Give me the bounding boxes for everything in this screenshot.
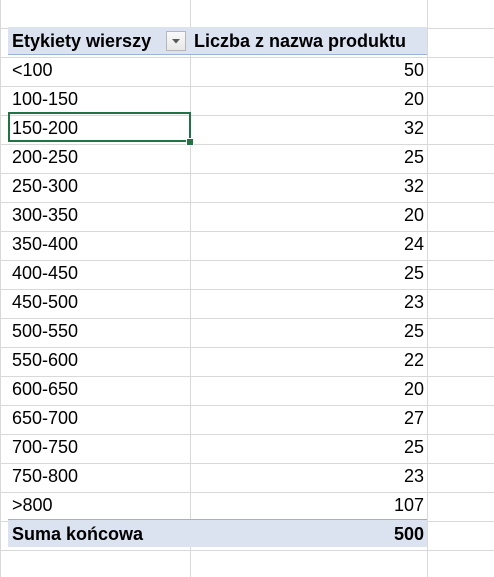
filter-dropdown-icon bbox=[172, 39, 180, 44]
count-value-cell[interactable]: 25 bbox=[403, 321, 424, 341]
grand-total-row: Suma końcowa 500 bbox=[8, 519, 427, 547]
grand-total-label[interactable]: Suma końcowa bbox=[12, 524, 144, 544]
row-label-cell[interactable]: 700-750 bbox=[12, 437, 79, 457]
row-label-cell[interactable]: 400-450 bbox=[12, 263, 79, 283]
filter-dropdown-button[interactable] bbox=[166, 31, 186, 51]
row-label-cell[interactable]: 150-200 bbox=[12, 118, 79, 138]
count-value-cell[interactable]: 22 bbox=[403, 350, 424, 370]
pivot-row: 600-650 20 bbox=[8, 375, 427, 403]
pivot-row: 250-300 32 bbox=[8, 172, 427, 200]
row-label-cell[interactable]: 500-550 bbox=[12, 321, 79, 341]
column-divider bbox=[427, 0, 428, 577]
row-label-cell[interactable]: 600-650 bbox=[12, 379, 79, 399]
pivot-row: 400-450 25 bbox=[8, 259, 427, 287]
row-label-cell[interactable]: 300-350 bbox=[12, 205, 79, 225]
pivot-row: <100 50 bbox=[8, 56, 427, 84]
pivot-row: 350-400 24 bbox=[8, 230, 427, 258]
row-label-cell[interactable]: 100-150 bbox=[12, 89, 79, 109]
pivot-row: 100-150 20 bbox=[8, 85, 427, 113]
pivot-row: 550-600 22 bbox=[8, 346, 427, 374]
count-value-cell[interactable]: 20 bbox=[403, 89, 424, 109]
count-value-cell[interactable]: 107 bbox=[393, 495, 424, 515]
row-label-cell[interactable]: <100 bbox=[12, 60, 53, 80]
row-label-cell[interactable]: 350-400 bbox=[12, 234, 79, 254]
row-label-cell[interactable]: 550-600 bbox=[12, 350, 79, 370]
pivot-row: 650-700 27 bbox=[8, 404, 427, 432]
fill-handle[interactable] bbox=[186, 138, 194, 146]
row-label-cell[interactable]: 650-700 bbox=[12, 408, 79, 428]
count-value-cell[interactable]: 20 bbox=[403, 205, 424, 225]
pivot-row: 750-800 23 bbox=[8, 462, 427, 490]
pivot-row: 150-200 32 bbox=[8, 114, 427, 142]
value-header[interactable]: Liczba z nazwa produktu bbox=[194, 31, 407, 51]
count-value-cell[interactable]: 24 bbox=[403, 234, 424, 254]
pivot-row: >800 107 bbox=[8, 491, 427, 519]
count-value-cell[interactable]: 32 bbox=[403, 118, 424, 138]
count-value-cell[interactable]: 27 bbox=[403, 408, 424, 428]
count-value-cell[interactable]: 50 bbox=[403, 60, 424, 80]
pivot-row: 700-750 25 bbox=[8, 433, 427, 461]
pivot-row: 300-350 20 bbox=[8, 201, 427, 229]
pivot-row: 200-250 25 bbox=[8, 143, 427, 171]
count-value-cell[interactable]: 25 bbox=[403, 263, 424, 283]
row-label-cell[interactable]: 750-800 bbox=[12, 466, 79, 486]
count-value-cell[interactable]: 32 bbox=[403, 176, 424, 196]
count-value-cell[interactable]: 23 bbox=[403, 466, 424, 486]
row-label-cell[interactable]: >800 bbox=[12, 495, 53, 515]
count-value-cell[interactable]: 25 bbox=[403, 147, 424, 167]
row-label-cell[interactable]: 250-300 bbox=[12, 176, 79, 196]
pivot-row: 500-550 25 bbox=[8, 317, 427, 345]
column-divider bbox=[190, 0, 191, 577]
pivot-row: 450-500 23 bbox=[8, 288, 427, 316]
count-value-cell[interactable]: 23 bbox=[403, 292, 424, 312]
grand-total-value[interactable]: 500 bbox=[393, 524, 424, 544]
count-value-cell[interactable]: 20 bbox=[403, 379, 424, 399]
count-value-cell[interactable]: 25 bbox=[403, 437, 424, 457]
row-labels-header[interactable]: Etykiety wierszy bbox=[12, 31, 152, 51]
row-label-cell[interactable]: 450-500 bbox=[12, 292, 79, 312]
pivot-header-row: Etykiety wierszy Liczba z nazwa produktu bbox=[8, 27, 427, 55]
row-label-cell[interactable]: 200-250 bbox=[12, 147, 79, 167]
